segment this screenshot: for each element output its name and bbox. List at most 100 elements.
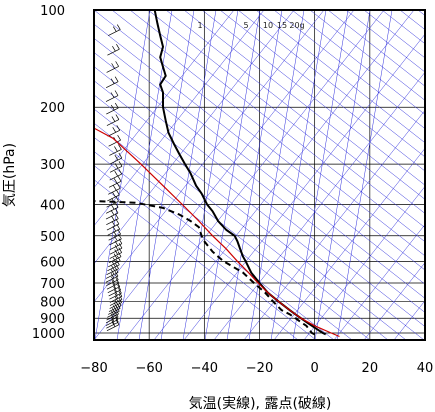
moist-adiabat-line	[94, 10, 235, 189]
wind-barb	[106, 61, 119, 73]
mixing-ratio-line	[336, 10, 393, 340]
y-tick-label: 900	[40, 312, 65, 327]
dry-adiabat-line	[417, 10, 425, 16]
mixing-ratio-label: 15	[277, 21, 287, 30]
wind-barb	[109, 247, 122, 259]
mixing-ratio-label: 20g	[289, 21, 304, 30]
wind-barb	[106, 213, 119, 225]
mixing-ratio-line	[226, 10, 283, 340]
wind-barb	[109, 288, 122, 300]
dewpoint-line	[94, 200, 316, 336]
moist-adiabat-line	[333, 224, 425, 340]
parcel-line	[94, 127, 340, 338]
x-tick-label: −40	[191, 361, 218, 376]
plot-frame	[93, 9, 426, 341]
dry-adiabat-line	[165, 10, 425, 214]
x-tick-label: 40	[417, 361, 434, 376]
mixing-ratio-line	[314, 10, 371, 340]
y-tick-label: 400	[40, 198, 65, 213]
wind-barb	[107, 189, 120, 202]
wind-barb	[109, 291, 123, 303]
wind-barb	[107, 281, 121, 293]
moist-adiabat-line	[363, 262, 425, 340]
y-tick-label: 500	[40, 230, 65, 245]
x-axis-title: 気温(実線), 露点(破線)	[189, 396, 332, 412]
dry-adiabat-line	[94, 66, 425, 327]
x-tick-label: −80	[80, 361, 107, 376]
wind-barb	[109, 168, 123, 181]
y-tick-label: 800	[40, 296, 65, 311]
moist-adiabat-line	[123, 10, 385, 340]
dry-adiabat-line	[111, 10, 425, 257]
moist-adiabat-line	[393, 300, 425, 340]
wind-barb	[105, 202, 119, 214]
wind-barb	[108, 24, 121, 36]
wind-barb	[107, 125, 121, 137]
dry-adiabat-line	[94, 122, 371, 340]
wind-barb	[105, 314, 119, 326]
dry-adiabat-line	[273, 10, 425, 129]
dry-adiabat-line	[94, 108, 389, 340]
wind-barb	[107, 224, 121, 236]
y-axis-title: 気圧(hPa)	[2, 143, 18, 207]
y-tick-label: 100	[40, 4, 65, 19]
wind-barb	[108, 255, 121, 268]
wind-barb	[106, 114, 120, 126]
dry-adiabat-line	[309, 10, 425, 101]
y-tick-label: 700	[40, 277, 65, 292]
dry-adiabat-line	[94, 136, 353, 340]
wind-barb	[106, 319, 120, 332]
wind-barb	[107, 44, 120, 56]
moist-adiabat-line	[183, 33, 425, 340]
dry-adiabat-line	[94, 94, 407, 340]
dry-adiabat-line	[129, 10, 425, 243]
y-tick-label: 1000	[32, 327, 65, 342]
dry-adiabat-line	[219, 10, 425, 172]
x-tick-label: 20	[362, 361, 379, 376]
dry-adiabat-line	[201, 10, 425, 186]
dry-adiabat-line	[94, 151, 335, 340]
mixing-ratio-line	[182, 10, 239, 340]
mixing-ratio-line	[160, 10, 217, 340]
moist-adiabat-line	[303, 186, 425, 340]
wind-barb	[109, 152, 123, 165]
y-tick-label: 300	[40, 158, 65, 173]
mixing-ratio-label: 1	[197, 21, 202, 30]
mixing-ratio-line	[248, 10, 305, 340]
moist-adiabat-line	[94, 10, 295, 265]
moist-adiabat-line	[94, 10, 355, 340]
dry-adiabat-line	[94, 10, 425, 271]
moist-adiabat-line	[153, 10, 415, 340]
y-tick-label: 200	[40, 101, 65, 116]
wind-barb	[105, 76, 119, 89]
dry-adiabat-line	[381, 10, 425, 45]
dry-adiabat-line	[291, 10, 425, 115]
mixing-ratio-line	[138, 10, 195, 340]
mixing-ratio-label: 5	[243, 21, 248, 30]
wind-barb	[106, 274, 119, 287]
x-tick-label: 0	[311, 361, 319, 376]
dry-adiabat-line	[237, 10, 425, 158]
dry-adiabat-line	[94, 23, 425, 285]
x-tick-label: −60	[135, 361, 162, 376]
dry-adiabat-line	[327, 10, 425, 87]
profile-series	[94, 10, 340, 338]
moist-adiabat-line	[273, 147, 425, 340]
dry-adiabat-line	[94, 52, 425, 313]
wind-barb	[105, 90, 119, 102]
moist-adiabat-line	[243, 109, 425, 340]
x-tick-label: −20	[246, 361, 273, 376]
dry-adiabat-line	[345, 10, 425, 73]
dry-adiabat-line	[94, 37, 425, 299]
mixing-ratio-line	[204, 10, 261, 340]
wind-barbs	[105, 24, 123, 332]
x-tick-labels: −80 −60 −40 −20 0 20 40	[80, 361, 433, 376]
wind-barb	[108, 251, 122, 264]
wind-barb	[109, 161, 123, 173]
moist-adiabat-line	[94, 10, 265, 227]
wind-barb	[106, 102, 119, 115]
wind-barb	[108, 229, 121, 241]
wind-barb	[105, 207, 119, 220]
